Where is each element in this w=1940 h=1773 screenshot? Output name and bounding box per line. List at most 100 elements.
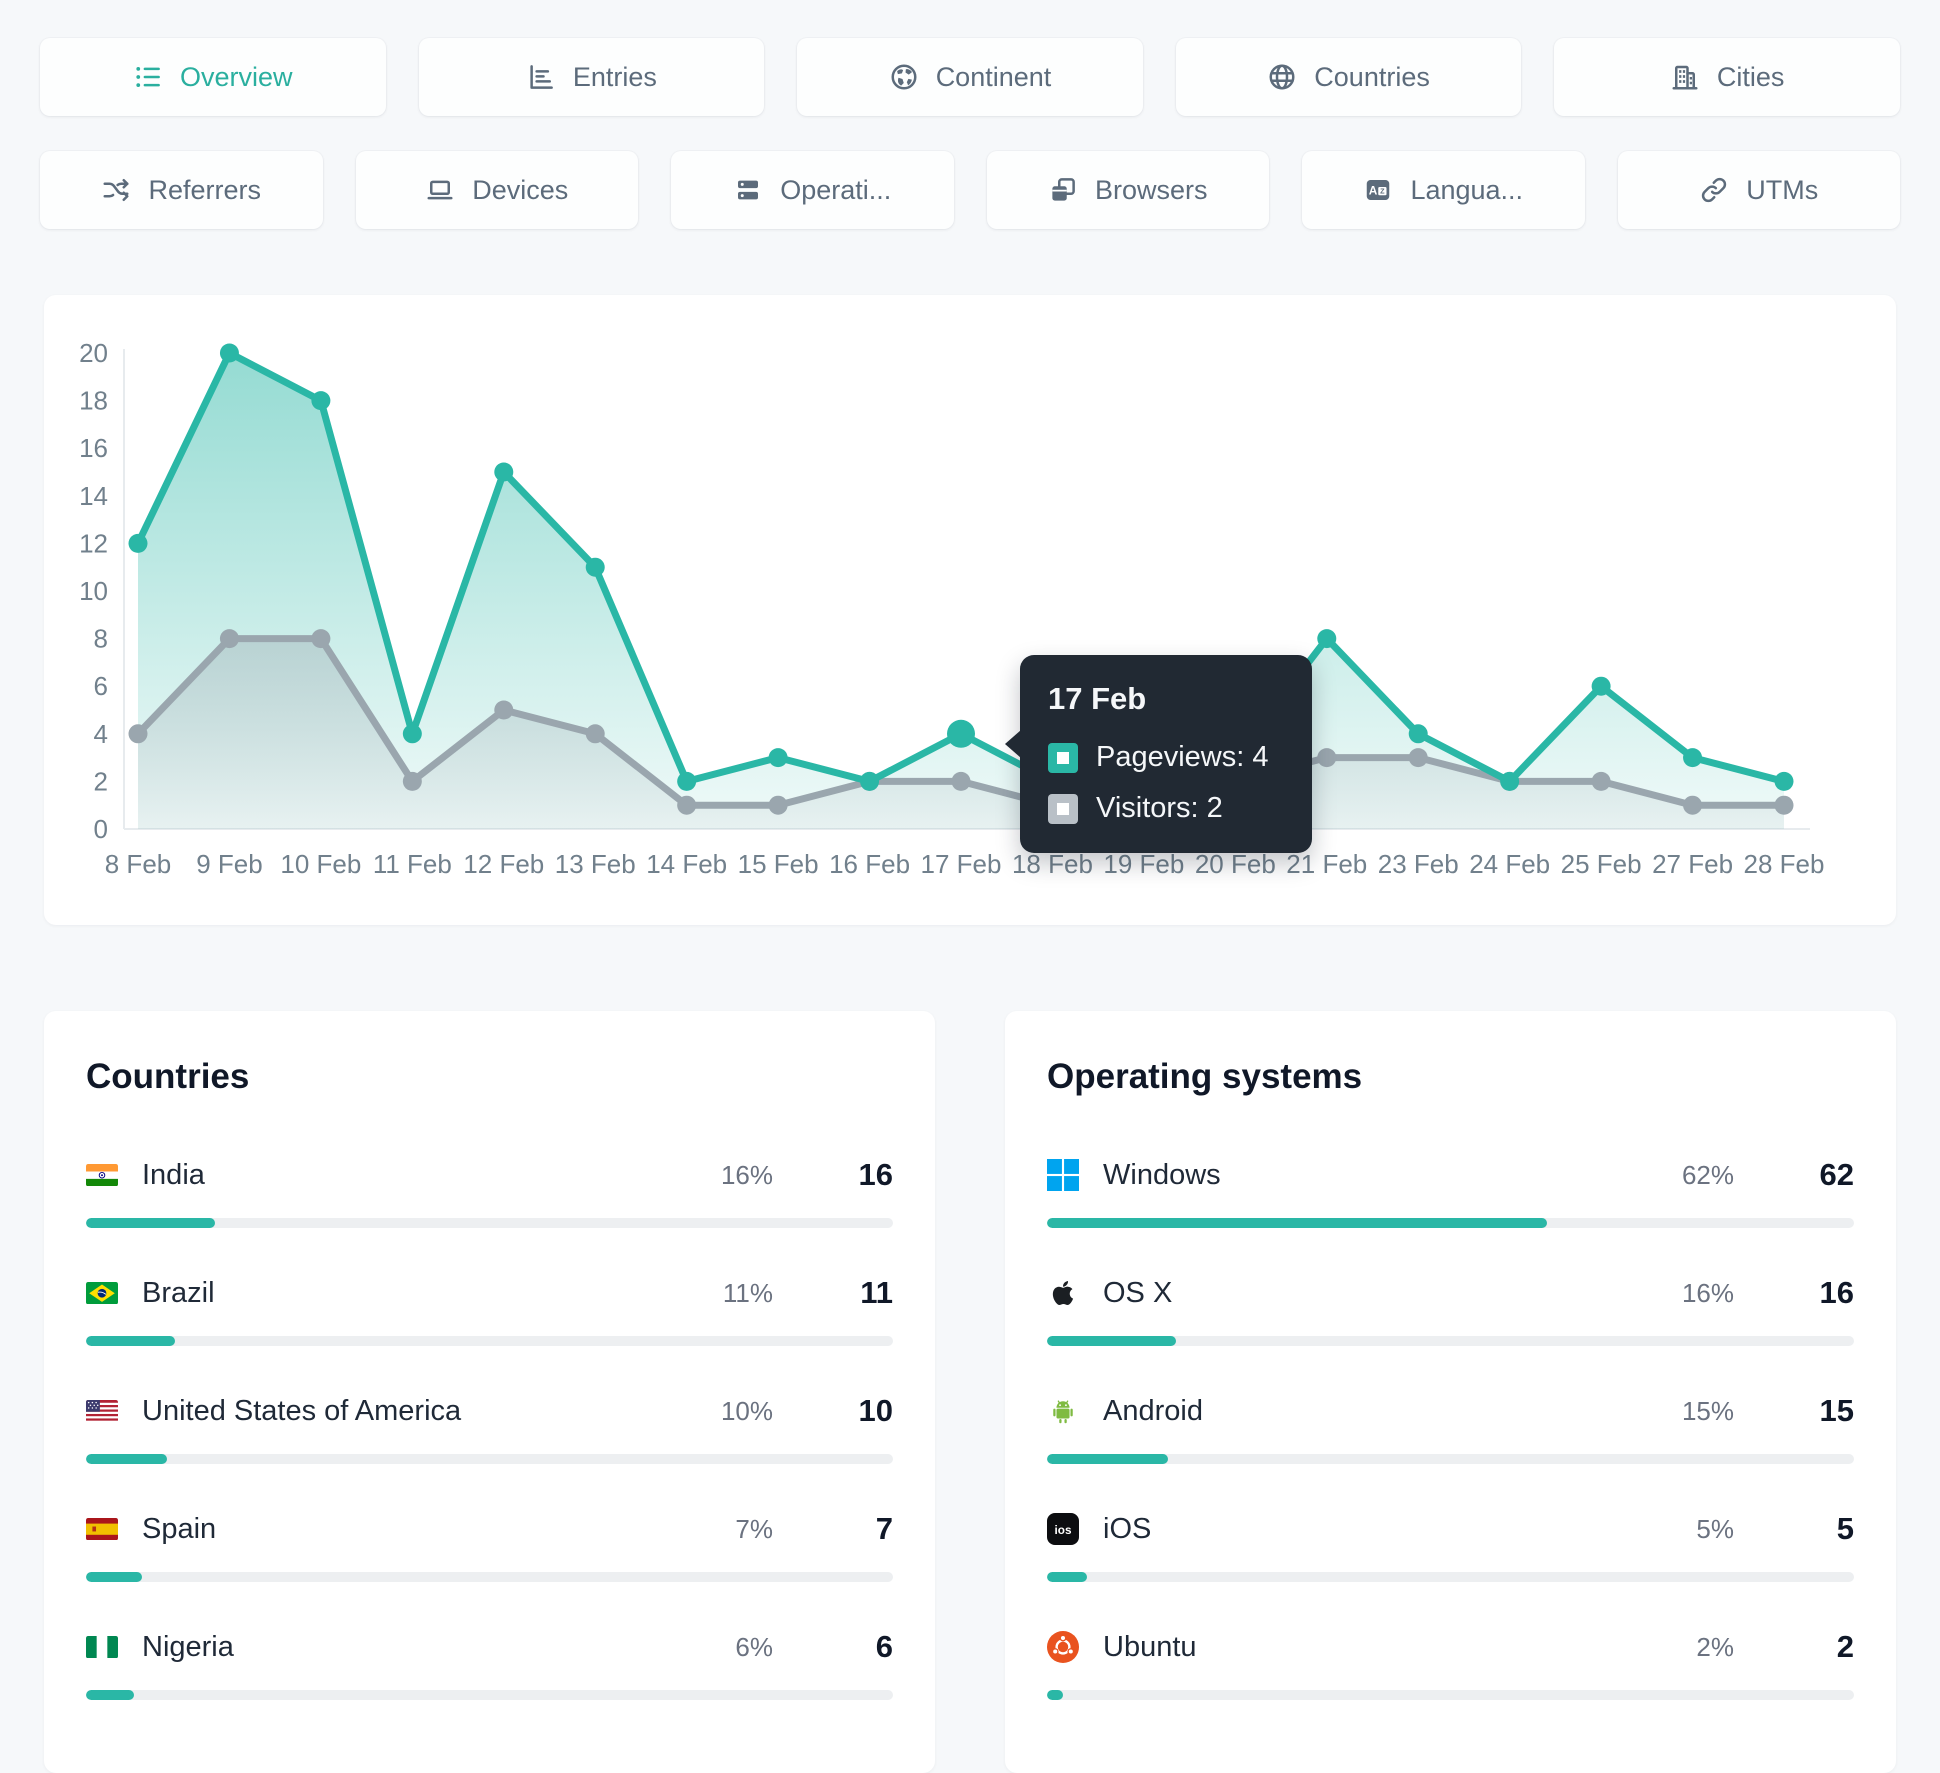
svg-text:9 Feb: 9 Feb xyxy=(196,849,263,879)
svg-text:Z: Z xyxy=(1381,186,1386,195)
stat-row-os-x: OS X 16% 16 xyxy=(1047,1275,1854,1346)
svg-text:20: 20 xyxy=(79,338,108,368)
pageviews-point-17-feb[interactable] xyxy=(947,719,975,748)
tab-operati[interactable]: Operati... xyxy=(671,151,954,229)
x-axis-labels: 8 Feb 9 Feb 10 Feb 11 Feb 12 Feb 13 Feb 14 Feb… xyxy=(105,849,1825,879)
pageviews-point-10-feb[interactable] xyxy=(311,391,331,411)
visitors-point-21-feb[interactable] xyxy=(1317,748,1337,768)
tooltip-arrow xyxy=(1005,730,1021,758)
visitors-point-23-feb[interactable] xyxy=(1408,748,1428,768)
svg-text:20 Feb: 20 Feb xyxy=(1195,849,1276,879)
shuffle-icon xyxy=(101,175,131,205)
visitors-point-13-feb[interactable] xyxy=(585,724,605,744)
tab-utms[interactable]: UTMs xyxy=(1617,151,1900,229)
tab-label: Operati... xyxy=(780,174,892,205)
visitors-point-17-feb[interactable] xyxy=(951,771,971,791)
svg-text:ios: ios xyxy=(1055,1524,1072,1537)
visitors-point-28-feb[interactable] xyxy=(1774,795,1794,815)
tab-entries[interactable]: Entries xyxy=(418,38,765,116)
pageviews-point-25-feb[interactable] xyxy=(1591,676,1611,696)
visitors-point-14-feb[interactable] xyxy=(677,795,697,815)
pageviews-point-28-feb[interactable] xyxy=(1774,771,1794,791)
logo-ios-icon: ios xyxy=(1047,1513,1081,1545)
tab-langua[interactable]: A Z Langua... xyxy=(1302,151,1585,229)
pageviews-point-14-feb[interactable] xyxy=(677,771,697,791)
visitors-point-25-feb[interactable] xyxy=(1591,771,1611,791)
tab-browsers[interactable]: Browsers xyxy=(986,151,1269,229)
visitors-point-27-feb[interactable] xyxy=(1683,795,1703,815)
svg-text:18 Feb: 18 Feb xyxy=(1012,849,1093,879)
visitors-point-15-feb[interactable] xyxy=(768,795,788,815)
stats-panels: Countries India 16% 16 Brazil 11% 11 United St… xyxy=(44,1011,1896,1773)
stat-progress-fill xyxy=(1047,1218,1548,1228)
stat-count: 16 xyxy=(1819,1275,1854,1310)
pageviews-point-16-feb[interactable] xyxy=(860,771,880,791)
stat-count: 2 xyxy=(1836,1629,1854,1664)
visitors-point-9-feb[interactable] xyxy=(219,629,239,649)
svg-text:0: 0 xyxy=(94,814,108,844)
logo-ubuntu-icon xyxy=(1047,1631,1081,1663)
tab-overview[interactable]: Overview xyxy=(40,38,386,116)
tab-label: Overview xyxy=(180,61,293,92)
pageviews-point-11-feb[interactable] xyxy=(402,724,422,744)
stat-percent: 62% xyxy=(1681,1159,1734,1190)
stat-count: 6 xyxy=(875,1629,893,1664)
tab-label: Cities xyxy=(1716,61,1785,92)
pageviews-series xyxy=(128,343,1794,791)
pageviews-point-21-feb[interactable] xyxy=(1317,629,1337,649)
svg-text:19 Feb: 19 Feb xyxy=(1103,849,1184,879)
pageviews-point-12-feb[interactable] xyxy=(494,462,514,482)
pageviews-point-23-feb[interactable] xyxy=(1408,724,1428,744)
stat-name: Ubuntu xyxy=(1103,1630,1197,1663)
svg-text:16: 16 xyxy=(79,433,108,463)
tab-bar-primary: Overview Entries Continent Countries Cities xyxy=(0,38,1940,116)
pageviews-area xyxy=(138,353,1784,829)
pageviews-point-9-feb[interactable] xyxy=(219,343,239,363)
traffic-chart[interactable]: 0 2 4 6 8 10 12 14 16 18 20 8 Feb 9 Feb 10 Feb 11 Feb 1… xyxy=(44,295,1896,905)
y-axis-labels: 0 2 4 6 8 10 12 14 16 18 20 xyxy=(79,338,108,844)
svg-text:18: 18 xyxy=(79,386,108,416)
stat-name: Spain xyxy=(142,1512,217,1545)
stat-progress-fill xyxy=(1047,1572,1088,1582)
stat-count: 10 xyxy=(858,1393,893,1428)
stat-percent: 7% xyxy=(735,1513,773,1544)
svg-text:14 Feb: 14 Feb xyxy=(646,849,727,879)
pageviews-point-15-feb[interactable] xyxy=(768,748,788,768)
tab-referrers[interactable]: Referrers xyxy=(40,151,323,229)
svg-text:25 Feb: 25 Feb xyxy=(1561,849,1642,879)
tab-continent[interactable]: Continent xyxy=(797,38,1143,116)
stat-progress-fill xyxy=(86,1690,135,1700)
visitors-point-10-feb[interactable] xyxy=(311,629,331,649)
svg-text:27 Feb: 27 Feb xyxy=(1652,849,1733,879)
tab-countries[interactable]: Countries xyxy=(1175,38,1522,116)
visitors-point-8-feb[interactable] xyxy=(128,724,148,744)
pageviews-point-27-feb[interactable] xyxy=(1683,748,1703,768)
svg-text:28 Feb: 28 Feb xyxy=(1744,849,1825,879)
stat-row-nigeria: Nigeria 6% 6 xyxy=(86,1629,893,1700)
stat-count: 15 xyxy=(1819,1393,1854,1428)
pageviews-point-13-feb[interactable] xyxy=(585,557,605,577)
svg-text:12: 12 xyxy=(79,528,108,558)
tab-devices[interactable]: Devices xyxy=(355,151,638,229)
svg-text:13 Feb: 13 Feb xyxy=(555,849,636,879)
logo-android-icon xyxy=(1047,1395,1081,1427)
pageviews-point-24-feb[interactable] xyxy=(1500,771,1520,791)
stat-progress-fill xyxy=(86,1336,175,1346)
stat-percent: 5% xyxy=(1696,1513,1734,1544)
stat-progress-track xyxy=(1047,1336,1854,1346)
svg-text:11 Feb: 11 Feb xyxy=(373,849,452,879)
visitors-swatch-icon xyxy=(1048,793,1078,824)
buildings-icon xyxy=(1670,62,1700,92)
svg-text:2: 2 xyxy=(94,766,108,796)
svg-text:21 Feb: 21 Feb xyxy=(1286,849,1367,879)
visitors-point-11-feb[interactable] xyxy=(402,771,422,791)
stat-percent: 10% xyxy=(720,1395,773,1426)
visitors-point-12-feb[interactable] xyxy=(494,700,514,720)
svg-text:15 Feb: 15 Feb xyxy=(738,849,819,879)
tab-cities[interactable]: Cities xyxy=(1554,38,1900,116)
stat-progress-track xyxy=(86,1690,893,1700)
svg-text:10 Feb: 10 Feb xyxy=(280,849,361,879)
stat-count: 5 xyxy=(1836,1511,1854,1546)
stat-progress-fill xyxy=(86,1218,216,1228)
pageviews-point-8-feb[interactable] xyxy=(128,533,148,553)
